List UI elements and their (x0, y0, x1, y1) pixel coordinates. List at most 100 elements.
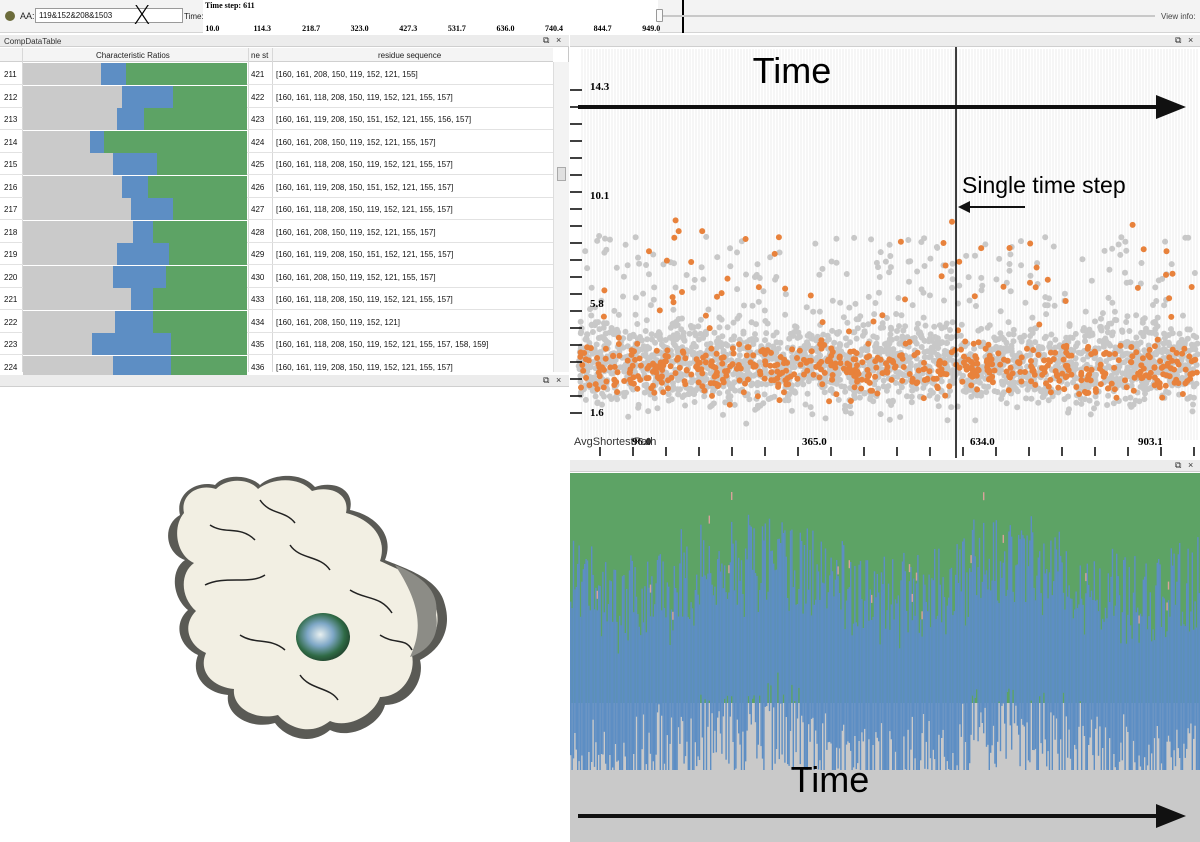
highlight-point (978, 245, 985, 252)
data-point (890, 346, 897, 353)
blue-bar (666, 582, 668, 736)
data-point (652, 339, 659, 346)
data-point (1061, 290, 1068, 297)
highlight-point (1078, 369, 1085, 376)
aa-search-input[interactable] (35, 8, 183, 23)
data-point (972, 417, 979, 424)
view-slider-handle[interactable] (656, 9, 663, 22)
blue-bar (682, 616, 684, 722)
blue-bar (1107, 573, 1109, 770)
highlight-point (1061, 386, 1068, 393)
blue-bar (869, 589, 871, 770)
timeline-tick: 10.0 (205, 24, 220, 33)
stacked-ratio-panel[interactable]: ⧉ × Time (570, 460, 1200, 842)
data-point (738, 371, 745, 378)
highlight-point (1083, 365, 1090, 372)
table-row[interactable]: 214 424 [160, 161, 208, 150, 119, 152, 121… (0, 130, 553, 153)
data-point (1154, 314, 1161, 321)
close-icon[interactable]: × (555, 35, 564, 45)
blue-bar (882, 584, 884, 770)
close-icon[interactable]: × (1187, 460, 1196, 470)
pink-bar (708, 515, 710, 524)
col-header-ratios[interactable]: Characteristic Ratios (96, 51, 170, 60)
highlight-point (1050, 356, 1057, 363)
col-header-sequence[interactable]: residue sequence (378, 51, 442, 60)
blue-bar (648, 587, 650, 733)
blue-bar (684, 578, 687, 757)
ratio-bar-blue (112, 153, 158, 175)
close-icon[interactable]: × (555, 375, 564, 385)
table-row[interactable]: 219 429 [160, 161, 119, 208, 150, 151, 152… (0, 243, 553, 265)
data-point (828, 258, 835, 265)
panel-titlebar: ⧉ × (570, 35, 1200, 47)
data-point (1104, 329, 1111, 336)
highlight-point (1060, 356, 1067, 363)
highlight-point (772, 362, 778, 369)
blue-bar (1095, 600, 1097, 729)
vertical-scrollbar[interactable] (553, 62, 569, 372)
table-row[interactable]: 220 430 [160, 161, 208, 150, 119, 152, 121… (0, 265, 553, 288)
timeline-axis[interactable]: 10.0 114.3 218.7 323.0 427.3 531.7 636.0 740.4 8… (203, 0, 684, 33)
data-point (722, 341, 729, 348)
blue-bar (717, 559, 719, 718)
table-row[interactable]: 222 434 [160, 161, 208, 150, 119, 152, 121… (0, 310, 553, 333)
blue-bar (1193, 629, 1195, 739)
data-point (672, 342, 678, 349)
col-header-id[interactable]: ne st (251, 51, 269, 60)
data-point (1099, 310, 1106, 317)
table-row[interactable]: 215 425 [160, 161, 118, 208, 150, 119, 152… (0, 153, 553, 175)
scatter-plot[interactable]: 14.310.15.81.6 96.0 365.0 634.0 903.1AvgSho… (570, 35, 1200, 458)
table-row[interactable]: 223 435 [160, 161, 118, 208, 150, 119, 152… (0, 333, 553, 355)
data-point (1046, 343, 1053, 350)
blue-bar (1040, 593, 1042, 744)
table-row[interactable]: 213 423 [160, 161, 119, 208, 150, 151, 152… (0, 108, 553, 130)
row-index: 222 (4, 317, 18, 327)
blue-bar (1013, 602, 1016, 724)
data-point (1079, 256, 1086, 263)
molecule-view-panel[interactable]: ⧉ × (0, 375, 569, 842)
highlight-point (821, 369, 828, 376)
highlight-point (1032, 381, 1039, 388)
blue-bar (1194, 601, 1196, 726)
blue-bar (805, 603, 807, 770)
data-point (1122, 395, 1129, 402)
data-point (1073, 343, 1079, 350)
residue-sequence: [160, 161, 119, 208, 150, 151, 152, 121,… (276, 182, 454, 192)
table-row[interactable]: 221 433 [160, 161, 118, 208, 150, 119, 152… (0, 288, 553, 310)
data-point (716, 324, 723, 331)
data-point (616, 345, 623, 352)
data-point (736, 352, 743, 359)
float-icon[interactable]: ⧉ (543, 35, 552, 45)
table-row[interactable]: 218 428 [160, 161, 208, 150, 119, 152, 121… (0, 220, 553, 243)
scatter-plot-panel[interactable]: ⧉ × 14.3 10.1 5.8 1.6 96.0 365.0 634.0 903.1 Av… (570, 35, 1200, 458)
data-point (877, 324, 884, 331)
float-icon[interactable]: ⧉ (1175, 460, 1184, 470)
data-point (776, 249, 783, 256)
float-icon[interactable]: ⧉ (1175, 35, 1184, 45)
stacked-bars[interactable]: Time (570, 460, 1200, 842)
highlight-point (920, 395, 927, 402)
scrollbar-thumb[interactable] (557, 167, 566, 181)
binding-pocket[interactable] (296, 613, 350, 661)
blue-bar (974, 556, 976, 698)
table-row[interactable]: 217 427 [160, 161, 118, 208, 150, 119, 152… (0, 198, 553, 220)
table-row[interactable]: 216 426 [160, 161, 119, 208, 150, 151, 152… (0, 175, 553, 198)
clear-icon[interactable]: X (133, 1, 151, 31)
data-point (714, 254, 721, 261)
close-icon[interactable]: × (1187, 35, 1196, 45)
blue-bar (817, 571, 820, 770)
table-row[interactable]: 224 436 [160, 161, 119, 208, 150, 119, 152… (0, 355, 553, 378)
highlight-point (603, 378, 610, 385)
highlight-point (1169, 270, 1176, 277)
pink-bar (672, 611, 674, 620)
highlight-point (920, 366, 927, 373)
protein-surface[interactable] (0, 375, 569, 842)
table-row[interactable]: 211 421 [160, 161, 208, 150, 119, 152, 121… (0, 63, 553, 85)
highlight-point (637, 362, 644, 369)
blue-bar (1065, 551, 1067, 717)
float-icon[interactable]: ⧉ (543, 375, 552, 385)
table-row[interactable]: 212 422 [160, 161, 118, 208, 150, 119, 152… (0, 85, 553, 108)
highlight-point (712, 372, 719, 378)
data-point (1127, 279, 1134, 286)
view-slider-track[interactable] (660, 15, 1155, 17)
